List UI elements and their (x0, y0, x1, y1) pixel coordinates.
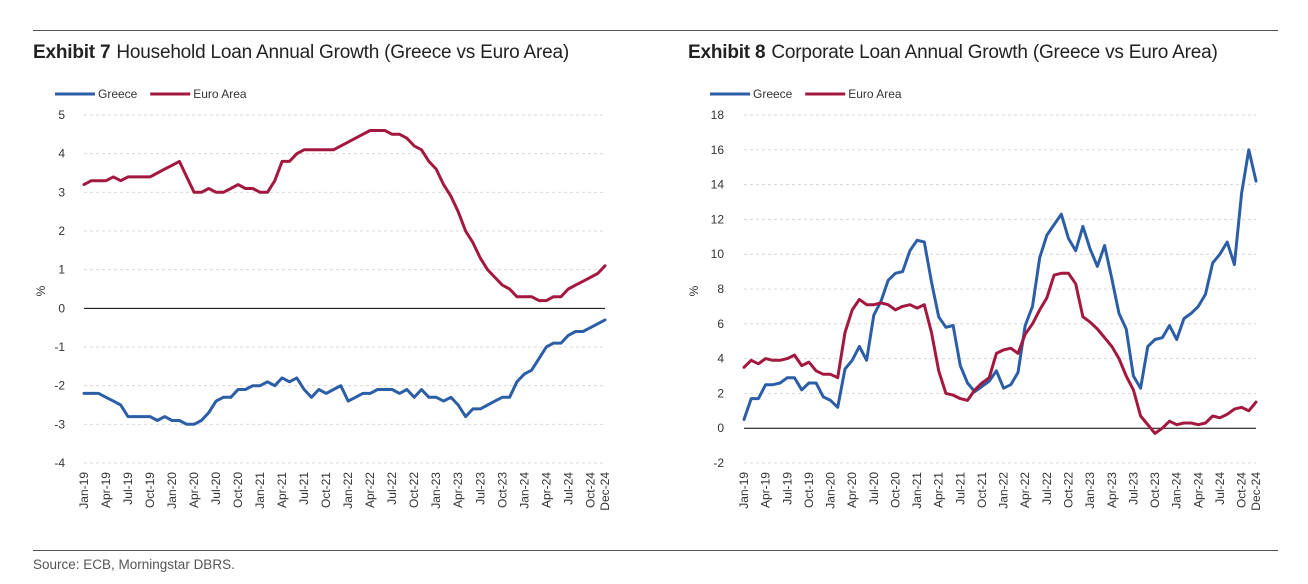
x-tick-label: Jan-24 (1170, 472, 1184, 509)
y-tick-label: 3 (58, 185, 65, 199)
x-tick-label: Apr-19 (759, 472, 773, 508)
x-tick-label: Oct-21 (975, 472, 989, 508)
series-line-greece (742, 148, 1258, 421)
y-tick-label: 5 (58, 108, 65, 122)
top-rule (33, 30, 1278, 31)
x-tick-label: Oct-22 (407, 472, 421, 508)
chart-title: Corporate Loan Annual Growth (Greece vs … (771, 42, 1218, 63)
exhibit-7-panel: Exhibit 7 Household Loan Annual Growth (G… (33, 30, 633, 550)
x-tick-label: Apr-22 (363, 472, 377, 508)
y-tick-label: 0 (717, 421, 724, 435)
x-tick-label: Jul-21 (297, 472, 311, 505)
x-tick-label: Jul-24 (561, 472, 575, 505)
y-axis-label: % (687, 285, 701, 296)
exhibit-number: Exhibit 7 (33, 42, 111, 63)
source-note: Source: ECB, Morningstar DBRS. (33, 557, 235, 572)
x-tick-label: Jan-20 (824, 472, 838, 509)
x-tick-label: Oct-23 (495, 472, 509, 508)
y-tick-label: 0 (58, 301, 65, 315)
x-tick-label: Jan-24 (517, 472, 531, 509)
y-tick-label: 10 (711, 247, 725, 261)
y-tick-label: -2 (54, 379, 65, 393)
x-tick-label: Apr-20 (845, 472, 859, 508)
x-tick-label: Jul-20 (867, 472, 881, 505)
y-tick-label: -2 (713, 456, 724, 470)
x-tick-label: Jan-23 (1083, 472, 1097, 509)
x-tick-label: Oct-23 (1148, 472, 1162, 508)
x-tick-label: Jul-23 (1126, 472, 1140, 505)
chart-title: Household Loan Annual Growth (Greece vs … (116, 42, 569, 63)
y-tick-label: 6 (717, 317, 724, 331)
x-tick-label: Jan-23 (429, 472, 443, 509)
x-tick-label: Jan-21 (910, 472, 924, 509)
exhibit-7-title: Exhibit 7 Household Loan Annual Growth (G… (33, 42, 569, 64)
x-tick-label: Oct-24 (583, 472, 597, 508)
x-tick-label: Dec-24 (1249, 472, 1263, 511)
y-tick-label: 14 (711, 178, 725, 192)
y-tick-label: 12 (711, 212, 725, 226)
x-tick-label: Jan-22 (341, 472, 355, 509)
x-tick-label: Apr-23 (451, 472, 465, 508)
legend-label-euro_area: Euro Area (848, 87, 902, 101)
x-tick-label: Apr-21 (932, 472, 946, 508)
x-tick-label: Jul-19 (121, 472, 135, 505)
x-tick-label: Apr-24 (1191, 472, 1205, 508)
y-axis-label: % (34, 285, 48, 296)
y-tick-label: 2 (58, 224, 65, 238)
x-tick-label: Jul-22 (385, 472, 399, 505)
x-tick-label: Jan-22 (997, 472, 1011, 509)
bottom-rule (33, 550, 1278, 551)
x-tick-label: Jan-21 (253, 472, 267, 509)
series-line-greece (82, 318, 607, 426)
x-tick-label: Oct-20 (888, 472, 902, 508)
x-tick-label: Oct-20 (231, 472, 245, 508)
x-tick-label: Jul-19 (780, 472, 794, 505)
x-tick-label: Apr-23 (1105, 472, 1119, 508)
x-tick-label: Apr-22 (1018, 472, 1032, 508)
legend: Greece Euro Area (710, 87, 902, 101)
y-tick-label: 18 (711, 108, 725, 122)
x-tick-label: Jul-24 (1213, 472, 1227, 505)
x-tick-label: Jan-19 (77, 472, 91, 509)
x-tick-label: Oct-22 (1062, 472, 1076, 508)
x-tick-label: Jan-19 (737, 472, 751, 509)
legend-label-greece: Greece (98, 87, 138, 101)
exhibit-8-panel: Exhibit 8 Corporate Loan Annual Growth (G… (687, 30, 1288, 550)
legend-label-greece: Greece (753, 87, 793, 101)
x-tick-label: Apr-20 (187, 472, 201, 508)
series-line-euro_area (742, 271, 1258, 435)
x-tick-label: Oct-21 (319, 472, 333, 508)
x-tick-label: Jul-23 (473, 472, 487, 505)
corporate-loan-chart: Greece Euro Area 18 16 14 12 10 8 6 4 2 0 -2% Jan-19 A… (687, 87, 1263, 511)
y-tick-label: 8 (717, 282, 724, 296)
x-tick-label: Jul-20 (209, 472, 223, 505)
y-tick-label: -4 (54, 456, 65, 470)
exhibit-8-title: Exhibit 8 Corporate Loan Annual Growth (G… (688, 42, 1218, 64)
y-tick-label: -3 (54, 417, 65, 431)
series-line-euro_area (82, 129, 607, 303)
y-tick-label: 1 (58, 263, 65, 277)
x-tick-label: Jul-22 (1040, 472, 1054, 505)
y-tick-label: 4 (58, 147, 65, 161)
household-loan-chart: Greece Euro Area 5 4 3 2 1 0 -1 -2 -3 -4% Jan-19 Apr-… (34, 87, 612, 511)
y-tick-label: 16 (711, 143, 725, 157)
x-tick-label: Dec-24 (598, 472, 612, 511)
x-tick-label: Apr-24 (539, 472, 553, 508)
y-tick-label: 4 (717, 352, 724, 366)
exhibit-number: Exhibit 8 (688, 42, 766, 63)
x-tick-label: Oct-19 (143, 472, 157, 508)
y-tick-label: 2 (717, 386, 724, 400)
x-tick-label: Oct-19 (802, 472, 816, 508)
x-tick-label: Jul-21 (953, 472, 967, 505)
x-tick-label: Jan-20 (165, 472, 179, 509)
legend-label-euro_area: Euro Area (193, 87, 247, 101)
x-tick-label: Oct-24 (1235, 472, 1249, 508)
x-tick-label: Apr-21 (275, 472, 289, 508)
x-tick-label: Apr-19 (99, 472, 113, 508)
legend: Greece Euro Area (55, 87, 247, 101)
y-tick-label: -1 (54, 340, 65, 354)
